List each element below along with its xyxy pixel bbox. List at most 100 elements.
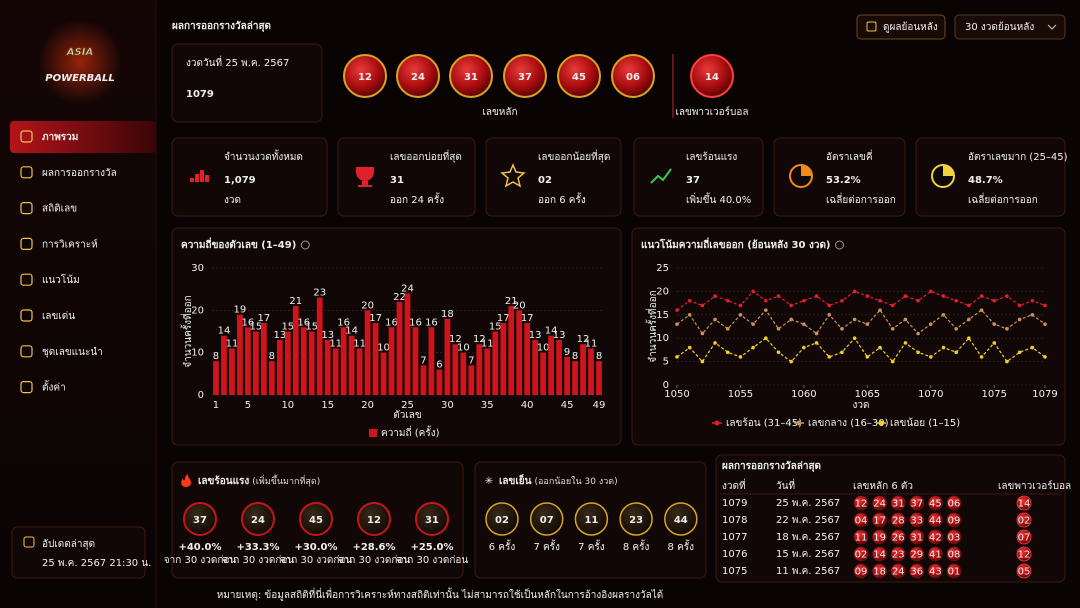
bar-value-label: 10 (537, 343, 550, 354)
table-ball-number: 04 (855, 516, 868, 527)
series-point (1030, 345, 1035, 350)
series-point (1043, 303, 1047, 308)
select-caret (1047, 24, 1057, 30)
calendar-icon (23, 536, 35, 548)
bar (221, 335, 227, 395)
table-ball (872, 563, 887, 579)
series-point (1005, 359, 1009, 364)
powerball (690, 54, 734, 98)
series-point (687, 345, 692, 350)
x-tick-label: 1050 (664, 389, 689, 400)
ball (611, 54, 655, 98)
bar-value-label: 17 (521, 313, 534, 324)
x-tick-label: 49 (593, 400, 606, 411)
series-point (1005, 294, 1009, 298)
table-ball (909, 495, 925, 511)
series-point (1043, 322, 1047, 326)
bar-value-label: 11 (585, 338, 598, 349)
series-point (878, 298, 882, 303)
hot-number: 45 (309, 515, 323, 526)
menu-item[interactable]: แนวโน้ม (42, 273, 80, 286)
menu-icon (20, 345, 33, 358)
bar-value-label: 18 (441, 309, 454, 320)
menu-item[interactable]: เลขเด่น (42, 311, 75, 322)
menu-item[interactable]: ภาพรวม (42, 132, 78, 143)
bar (564, 356, 570, 395)
history-button-label[interactable]: ดูผลย้อนหลัง (883, 21, 938, 33)
series-point (840, 327, 844, 331)
hot-note: จาก 30 งวดก่อน (222, 555, 295, 566)
table-date: 11 พ.ค. 2567 (776, 566, 840, 577)
y-axis-label: จำนวนครั้งที่ออก (180, 295, 194, 367)
stat-card (485, 137, 622, 217)
table-ball (909, 563, 925, 579)
bar-value-label: 16 (409, 317, 422, 328)
bar-value-label: 13 (273, 330, 286, 341)
results-panel (715, 454, 1066, 583)
cold-number: 07 (540, 515, 554, 526)
bar (292, 306, 299, 395)
bar-value-label: 9 (564, 347, 570, 358)
table-ball (946, 546, 962, 562)
table-ball-number: 01 (948, 567, 961, 578)
series-point (878, 345, 882, 350)
bar-value-label: 10 (457, 343, 470, 354)
bar-value-label: 20 (361, 300, 374, 311)
history-button[interactable] (856, 14, 946, 40)
menu-item[interactable]: การวิเคราะห์ (42, 238, 98, 250)
bar (213, 361, 219, 395)
x-tick-label: 5 (245, 400, 251, 411)
bar-value-label: 8 (596, 351, 602, 362)
table-ball-number: 41 (929, 550, 942, 561)
legend-marker (878, 420, 884, 426)
menu-item[interactable]: ตั้งค่า (42, 380, 66, 394)
series-point (713, 341, 717, 345)
table-powerball-number: 02 (1018, 516, 1031, 527)
bar (492, 331, 499, 395)
cold-count: 7 ครั้ง (533, 539, 560, 553)
bar (332, 348, 339, 395)
y-tick-label: 0 (198, 390, 204, 401)
legend-label: ความถี่ (ครั้ง) (381, 425, 440, 439)
ball-number: 45 (572, 72, 586, 83)
table-powerball (1016, 563, 1032, 579)
bar (229, 348, 235, 395)
cold-number: 02 (495, 515, 509, 526)
series-point (992, 322, 997, 326)
stat-value: 48.7% (968, 175, 1003, 186)
history-icon (866, 21, 877, 32)
legend-marker (796, 420, 802, 426)
series-point (827, 313, 832, 317)
series-point (840, 298, 844, 303)
bar-value-label: 11 (481, 338, 494, 349)
table-date: 18 พ.ค. 2567 (776, 532, 840, 543)
series-point (675, 322, 679, 326)
bar-value-label: 11 (226, 338, 239, 349)
stat-label: จำนวนงวดทั้งหมด (224, 149, 303, 163)
series-point (852, 336, 857, 341)
bar (548, 335, 555, 395)
series-point (814, 294, 819, 298)
stat-card (915, 137, 1066, 217)
bar (284, 331, 291, 395)
stat-note: เพิ่มขึ้น 40.0% (686, 192, 751, 206)
bar (460, 352, 467, 395)
stat-value: 02 (538, 175, 552, 186)
y-tick-label: 0 (663, 380, 669, 391)
menu-active-bg[interactable] (10, 121, 156, 153)
series-point (700, 331, 705, 336)
bar-value-label: 17 (258, 313, 271, 324)
period-select[interactable] (954, 14, 1066, 40)
menu-item[interactable]: สถิติเลข (42, 204, 77, 215)
series-point (979, 294, 984, 298)
period-select-label[interactable]: 30 งวดย้อนหลัง (965, 21, 1034, 33)
y-axis-label: จำนวนครั้งที่ออก (645, 290, 659, 362)
series-point (725, 298, 730, 303)
series-point (967, 336, 971, 341)
y-tick-label: 20 (656, 286, 669, 297)
update-time: 25 พ.ค. 2567 21:30 น. (42, 558, 151, 569)
menu-item[interactable]: ชุดเลขแนะนำ (42, 347, 103, 358)
menu-item[interactable]: ผลการออกรางวัล (42, 168, 117, 179)
hot-title: เลขร้อนแรง (เพิ่มขึ้นมากที่สุด) (198, 474, 320, 488)
series-point (992, 341, 997, 345)
